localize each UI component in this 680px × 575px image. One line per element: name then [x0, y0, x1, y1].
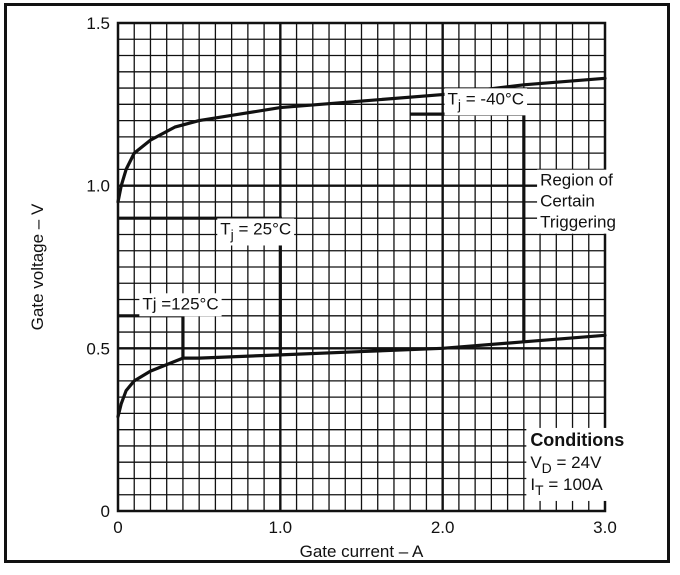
annotation-rest: =125°C	[157, 294, 219, 313]
x-tick-label: 1.0	[269, 518, 293, 537]
gate-trigger-chart: 0 1.0 2.0 3.0 0 0.5 1.0 1.5 Gate current – A G…	[7, 6, 667, 560]
y-tick-label: 1.5	[86, 14, 110, 33]
annotation-label: Tj =125°C	[139, 293, 221, 316]
conditions-symbol: V	[530, 453, 542, 472]
x-tick-labels: 0 1.0 2.0 3.0	[113, 518, 617, 537]
y-tick-label: 1.0	[86, 177, 110, 196]
annotation-label: Tj = 25°C	[217, 218, 294, 245]
region-boundary-line	[410, 114, 524, 342]
x-tick-label: 3.0	[593, 518, 617, 537]
annotation-line: Triggering	[540, 213, 616, 232]
chart-frame: 0 1.0 2.0 3.0 0 0.5 1.0 1.5 Gate current – A G…	[4, 3, 670, 563]
x-tick-label: 2.0	[431, 518, 455, 537]
conditions-subscript: D	[542, 460, 552, 476]
y-axis-label: Gate voltage – V	[28, 203, 47, 330]
annotation-label: Tj = -40°C	[445, 88, 528, 115]
region-of-certain-triggering-label: Region of Certain Triggering	[537, 170, 619, 234]
conditions-value: = 24V	[552, 453, 602, 472]
region-boundaries	[118, 114, 524, 358]
conditions-title: Conditions	[530, 430, 624, 450]
conditions-value: = 100A	[544, 475, 604, 494]
annotation-line: Certain	[540, 192, 595, 211]
annotation-rest: = 25°C	[234, 219, 291, 238]
annotation-main: T	[448, 89, 458, 108]
y-tick-label: 0.5	[86, 339, 110, 358]
annotation-main: Tj	[142, 294, 156, 313]
y-tick-labels: 0 0.5 1.0 1.5	[86, 14, 110, 521]
y-tick-label: 0	[101, 502, 110, 521]
annotation-text: Tj =125°C	[142, 294, 218, 313]
x-axis-label: Gate current – A	[300, 542, 424, 560]
annotation-rest: = -40°C	[461, 89, 524, 108]
annotation-main: T	[220, 219, 230, 238]
annotation-line: Region of	[540, 171, 613, 190]
x-tick-label: 0	[113, 518, 122, 537]
